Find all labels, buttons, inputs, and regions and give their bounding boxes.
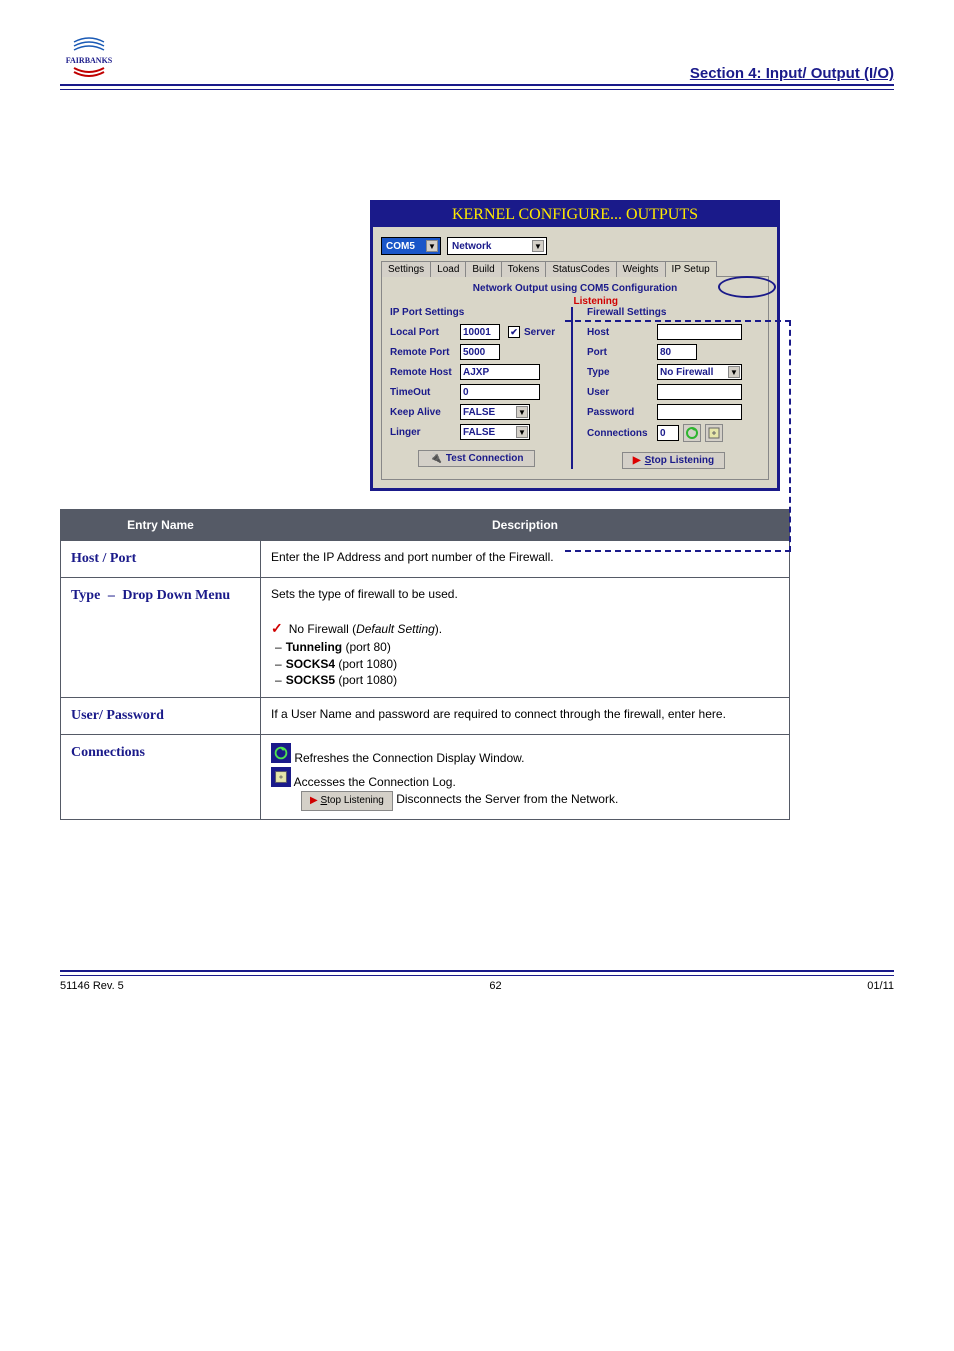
fw-user-input[interactable] — [657, 384, 742, 400]
tab-ipsetup[interactable]: IP Setup — [665, 261, 717, 277]
keepalive-select[interactable]: FALSE ▼ — [460, 404, 530, 420]
footer-left: 51146 Rev. 5 — [60, 980, 124, 992]
table-row: Connections Refreshes the Connection Dis… — [61, 734, 790, 819]
refresh-icon[interactable] — [683, 424, 701, 442]
firewall-settings-title: Firewall Settings — [587, 307, 760, 318]
table-row: Type – Drop Down MenuSets the type of fi… — [61, 577, 790, 698]
linger-label: Linger — [390, 427, 460, 438]
stop-icon: ▶ — [633, 455, 641, 466]
th-term: Entry Name — [61, 510, 261, 541]
table-row: Host / PortEnter the IP Address and port… — [61, 541, 790, 578]
keepalive-value: FALSE — [463, 407, 495, 418]
row-description: Enter the IP Address and port number of … — [261, 541, 790, 578]
row-term: User/ Password — [61, 698, 261, 735]
remote-host-input[interactable]: AJXP — [460, 364, 540, 380]
fw-type-label: Type — [587, 367, 657, 378]
fw-password-input[interactable] — [657, 404, 742, 420]
plug-icon: 🔌 — [429, 453, 441, 464]
timeout-input[interactable]: 0 — [460, 384, 540, 400]
footer-right: 01/11 — [867, 980, 894, 992]
tab-weights[interactable]: Weights — [616, 261, 666, 277]
footer-page-number: 62 — [489, 980, 501, 992]
test-connection-label: Test Connection — [446, 453, 524, 464]
section-title: Section 4: Input/ Output (I/O) — [690, 65, 894, 82]
tab-settings[interactable]: Settings — [381, 261, 431, 277]
server-checkbox[interactable]: ✔ Server — [508, 326, 555, 338]
fw-host-label: Host — [587, 327, 657, 338]
com-dropdown[interactable]: COM5 ▼ — [381, 237, 441, 255]
checkbox-icon: ✔ — [508, 326, 520, 338]
fw-port-label: Port — [587, 347, 657, 358]
row-description: Refreshes the Connection Display Window.… — [261, 734, 790, 819]
tab-tokens[interactable]: Tokens — [501, 261, 547, 277]
dropdown-arrow-icon: ▼ — [516, 426, 528, 438]
local-port-label: Local Port — [390, 327, 460, 338]
svg-text:FAIRBANKS: FAIRBANKS — [66, 56, 113, 65]
listening-status: Listening — [390, 296, 758, 307]
log-icon[interactable] — [705, 424, 723, 442]
stop-listening-button[interactable]: ▶ Stop Listening — [622, 452, 725, 469]
fw-connections-input[interactable]: 0 — [657, 425, 679, 441]
local-port-input[interactable]: 10001 — [460, 324, 500, 340]
table-row: User/ PasswordIf a User Name and passwor… — [61, 698, 790, 735]
linger-select[interactable]: FALSE ▼ — [460, 424, 530, 440]
fw-type-select[interactable]: No Firewall ▼ — [657, 364, 742, 380]
row-term: Type – Drop Down Menu — [61, 577, 261, 698]
panel-heading: Network Output using COM5 Configuration — [390, 283, 760, 294]
keepalive-label: Keep Alive — [390, 407, 460, 418]
fw-connections-label: Connections — [587, 428, 657, 439]
tab-build[interactable]: Build — [465, 261, 501, 277]
row-term: Host / Port — [61, 541, 261, 578]
dialog-title: KERNEL CONFIGURE... OUTPUTS — [373, 203, 777, 227]
timeout-label: TimeOut — [390, 387, 460, 398]
entries-table: Entry Name Description Host / PortEnter … — [60, 509, 790, 820]
fw-port-input[interactable]: 80 — [657, 344, 697, 360]
tab-strip: Settings Load Build Tokens StatusCodes W… — [381, 261, 769, 277]
dropdown-arrow-icon: ▼ — [728, 366, 740, 378]
remote-port-label: Remote Port — [390, 347, 460, 358]
row-term: Connections — [61, 734, 261, 819]
page-footer: 51146 Rev. 5 62 01/11 — [60, 980, 894, 992]
row-description: If a User Name and password are required… — [261, 698, 790, 735]
th-desc: Description — [261, 510, 790, 541]
fw-host-input[interactable] — [657, 324, 742, 340]
fairbanks-logo: FAIRBANKS — [60, 36, 118, 82]
tab-load[interactable]: Load — [430, 261, 466, 277]
fw-type-value: No Firewall — [660, 367, 713, 378]
row-description: Sets the type of firewall to be used.✓No… — [261, 577, 790, 698]
remote-port-input[interactable]: 5000 — [460, 344, 500, 360]
kernel-configure-dialog: KERNEL CONFIGURE... OUTPUTS COM5 ▼ Netwo… — [370, 200, 780, 491]
server-label: Server — [524, 327, 555, 338]
com-value: COM5 — [386, 241, 415, 252]
remote-host-label: Remote Host — [390, 367, 460, 378]
network-dropdown[interactable]: Network ▼ — [447, 237, 547, 255]
ip-port-settings-title: IP Port Settings — [390, 307, 563, 318]
tab-statuscodes[interactable]: StatusCodes — [545, 261, 616, 277]
network-value: Network — [452, 241, 491, 252]
dropdown-arrow-icon: ▼ — [516, 406, 528, 418]
test-connection-button[interactable]: 🔌 Test Connection — [418, 450, 534, 467]
dropdown-arrow-icon: ▼ — [532, 240, 544, 252]
fw-password-label: Password — [587, 407, 657, 418]
linger-value: FALSE — [463, 427, 495, 438]
fw-user-label: User — [587, 387, 657, 398]
dropdown-arrow-icon: ▼ — [426, 240, 438, 252]
stop-listening-label: Stop Listening — [645, 455, 714, 466]
